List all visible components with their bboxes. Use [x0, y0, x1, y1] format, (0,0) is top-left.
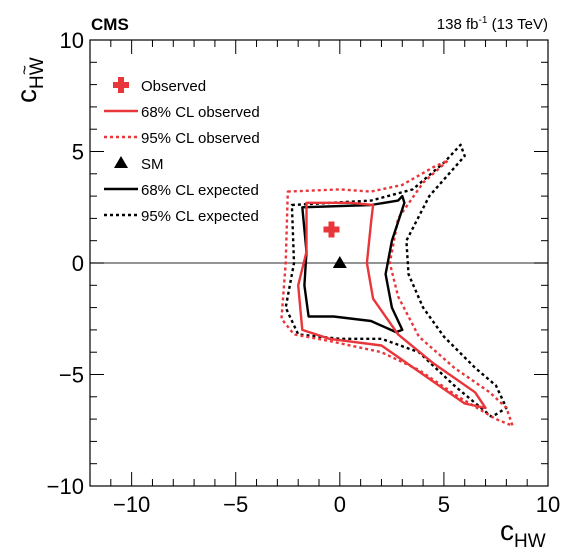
x-tick-label: 10 [536, 492, 560, 517]
legend-label-68-cl-expected: 68% CL expected [141, 182, 259, 199]
legend-triangle-icon [114, 156, 128, 168]
x-axis-label-sub: HW [514, 531, 546, 552]
legend-label-68-cl-observed: 68% CL observed [141, 104, 260, 121]
legend-label-observed: Observed [141, 78, 206, 95]
lumi-superscript: -1 [479, 15, 488, 26]
legend-label-95-cl-expected: 95% CL expected [141, 208, 259, 225]
x-tick-label: −5 [223, 492, 248, 517]
y-axis-label-main: c [11, 89, 42, 103]
experiment-label: CMS [91, 15, 129, 34]
ticks-layer: −10 −5 0 5 10 −10 −5 0 5 10 [47, 28, 561, 517]
sm-point-marker [332, 256, 347, 268]
y-tick-label: −10 [47, 474, 84, 499]
x-tick-label: 5 [438, 492, 450, 517]
lumi-label: 138 fb-1 (13 TeV) [437, 15, 548, 33]
lumi-value: 138 fb [437, 16, 479, 33]
svg-text:cHW: cHW [11, 57, 48, 103]
contour-68-cl-observed [297, 201, 487, 410]
x-axis-label: cHW [500, 515, 546, 552]
legend: Observed 68% CL observed 95% CL observed SM… [104, 77, 260, 225]
x-tick-label: 0 [334, 492, 346, 517]
y-tick-label: 0 [72, 251, 84, 276]
lumi-energy: (13 TeV) [487, 16, 548, 33]
y-tick-label: 5 [72, 140, 84, 165]
legend-label-95-cl-observed: 95% CL observed [141, 130, 260, 147]
points-layer [323, 221, 347, 268]
y-axis-label: cHW ~ [11, 57, 48, 103]
legend-label-sm: SM [141, 156, 164, 173]
y-axis-label-sub: HW [27, 57, 48, 89]
y-axis-label-tilde: ~ [15, 65, 34, 75]
y-tick-label: −5 [59, 363, 84, 388]
x-tick-label: −10 [113, 492, 150, 517]
contours-layer [280, 143, 514, 427]
x-axis-label-main: c [500, 515, 514, 546]
y-tick-label: 10 [60, 28, 84, 53]
contour-68-cl-expected [301, 194, 406, 334]
contour-95-cl-observed [280, 159, 514, 427]
observed-best-fit-marker [323, 221, 340, 238]
legend-cross-icon [113, 77, 129, 93]
